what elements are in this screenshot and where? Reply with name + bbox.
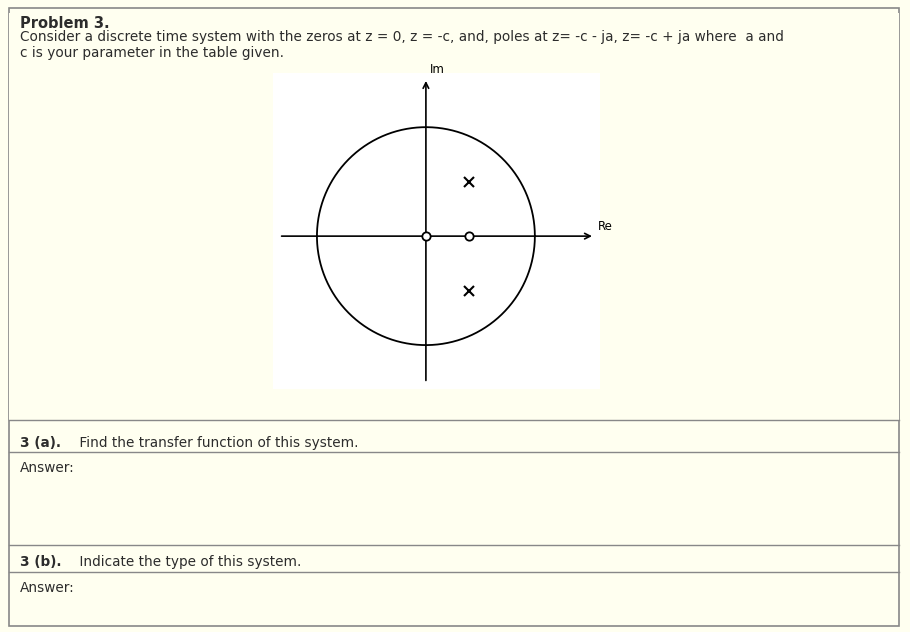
Text: Im: Im (430, 63, 445, 76)
Text: 3 (a).: 3 (a). (20, 436, 61, 450)
Text: 3 (b).: 3 (b). (20, 555, 62, 569)
Text: Answer:: Answer: (20, 581, 75, 595)
Text: Problem 3.: Problem 3. (20, 16, 109, 31)
Bar (9, 13, 899, 420)
Text: Find the transfer function of this system.: Find the transfer function of this syste… (75, 436, 359, 450)
Text: c is your parameter in the table given.: c is your parameter in the table given. (20, 46, 284, 60)
Text: Consider a discrete time system with the zeros at z = 0, z = -c, and, poles at z: Consider a discrete time system with the… (20, 30, 784, 44)
Text: Indicate the type of this system.: Indicate the type of this system. (75, 555, 301, 569)
Text: Answer:: Answer: (20, 461, 75, 475)
Text: Re: Re (598, 220, 613, 233)
